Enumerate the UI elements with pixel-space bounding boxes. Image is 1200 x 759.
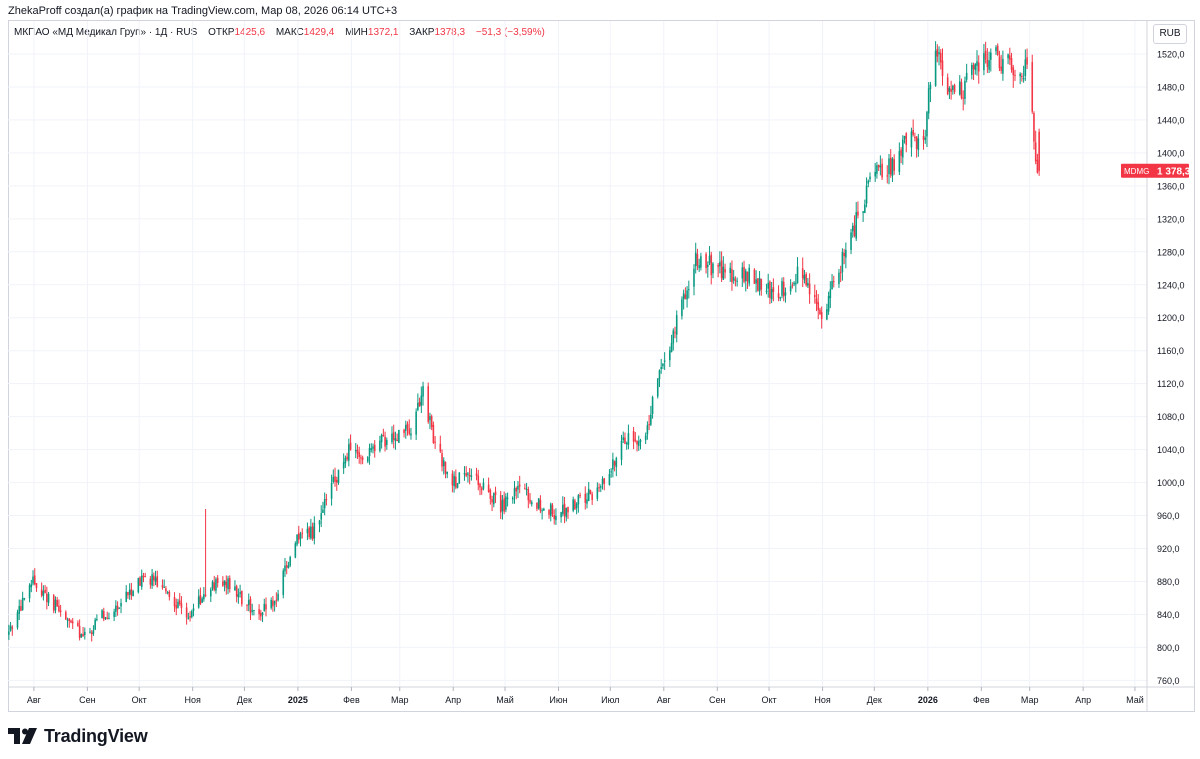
- change-value: −51,3 (−3,59%): [475, 27, 545, 38]
- open-label: ОТКР: [208, 27, 235, 38]
- chart-legend: МКПАО «МД Медикал Груп» · 1Д · RUS ОТКР1…: [14, 27, 545, 38]
- close-value: 1378,3: [434, 27, 466, 38]
- high-value: 1429,4: [303, 27, 335, 38]
- low-value: 1372,1: [367, 27, 399, 38]
- high-label: МАКС: [275, 27, 304, 38]
- tradingview-wordmark: TradingView: [44, 725, 148, 746]
- attribution-text: ZhekaProff создал(а) график на TradingVi…: [8, 5, 398, 17]
- symbol-label[interactable]: МКПАО «МД Медикал Груп» · 1Д · RUS: [14, 27, 198, 38]
- currency-button[interactable]: RUB: [1153, 24, 1187, 44]
- low-label: МИН: [345, 27, 368, 38]
- tradingview-logo[interactable]: TradingView: [8, 726, 148, 746]
- open-value: 1425,6: [234, 27, 266, 38]
- close-label: ЗАКР: [409, 27, 435, 38]
- chart-frame[interactable]: [8, 20, 1195, 712]
- tradingview-logo-icon: [8, 728, 37, 744]
